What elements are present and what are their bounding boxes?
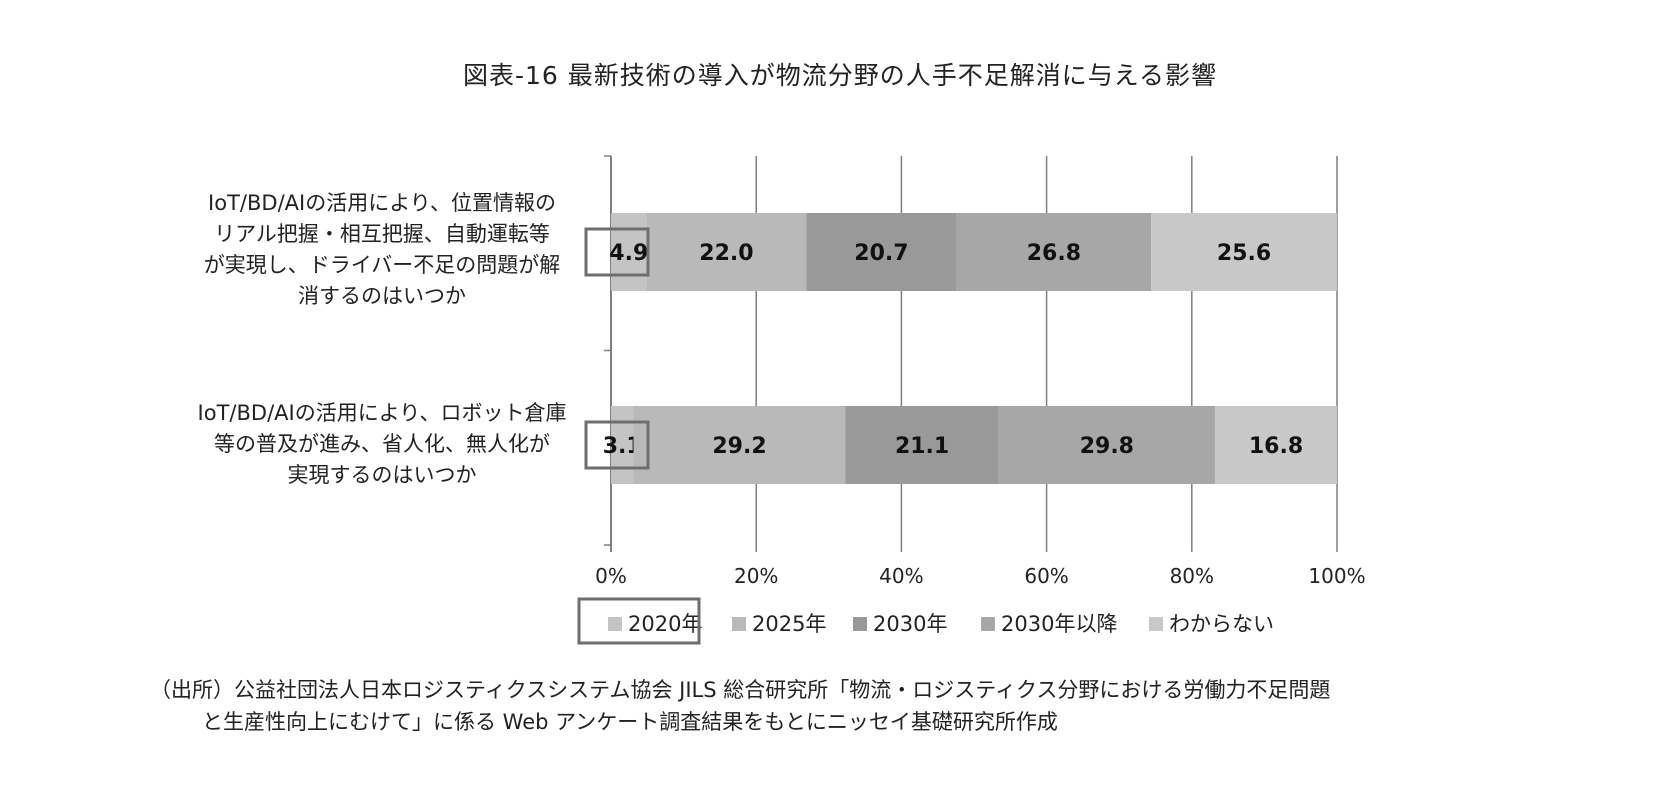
data-label: 4.9 bbox=[609, 241, 648, 266]
x-tick-label: 0% bbox=[595, 564, 627, 588]
legend-label: 2030年以降 bbox=[1001, 612, 1117, 636]
data-label: 25.6 bbox=[1217, 241, 1271, 266]
data-label: 26.8 bbox=[1027, 241, 1081, 266]
data-label: 29.2 bbox=[712, 434, 766, 459]
x-tick-label: 60% bbox=[1024, 564, 1068, 588]
bar-segment bbox=[998, 406, 1216, 484]
legend-swatch bbox=[981, 617, 995, 631]
data-label: 20.7 bbox=[854, 241, 908, 266]
highlight-box bbox=[584, 227, 650, 277]
category-label-1: IoT/BD/AIの活用により、位置情報の リアル把握・相互把握、自動運転等 が… bbox=[172, 188, 592, 312]
category-label-line: IoT/BD/AIの活用により、位置情報の bbox=[208, 191, 556, 215]
x-tick-label: 100% bbox=[1308, 564, 1365, 588]
source-note-line-1: （出所）公益社団法人日本ロジスティクスシステム協会 JILS 総合研究所「物流・… bbox=[150, 678, 1331, 702]
bar-segment bbox=[1151, 213, 1337, 291]
category-label-line: 等の普及が進み、省人化、無人化が bbox=[214, 432, 550, 456]
x-tick-label: 80% bbox=[1170, 564, 1214, 588]
x-tick-label: 40% bbox=[879, 564, 923, 588]
x-tick-label: 20% bbox=[734, 564, 778, 588]
bar-segment bbox=[611, 213, 647, 291]
data-label: 29.8 bbox=[1080, 434, 1134, 459]
highlight-box bbox=[584, 420, 650, 470]
category-label-line: 実現するのはいつか bbox=[287, 463, 477, 487]
chart-title: 図表-16 最新技術の導入が物流分野の人手不足解消に与える影響 bbox=[462, 61, 1218, 90]
legend-highlight-box bbox=[577, 597, 701, 645]
legend-swatch bbox=[1149, 617, 1163, 631]
bar-segment bbox=[806, 213, 957, 291]
bar-segment bbox=[956, 213, 1152, 291]
bar-segment bbox=[1215, 406, 1337, 484]
bar-segment bbox=[646, 213, 807, 291]
category-label-2: IoT/BD/AIの活用により、ロボット倉庫 等の普及が進み、省人化、無人化が … bbox=[172, 398, 592, 491]
legend-label: 2020年 bbox=[628, 612, 702, 636]
bar-segment bbox=[633, 406, 846, 484]
data-label: 16.8 bbox=[1249, 434, 1303, 459]
legend-label: 2030年 bbox=[873, 612, 947, 636]
category-label-line: リアル把握・相互把握、自動運転等 bbox=[214, 222, 550, 246]
bar-segment bbox=[845, 406, 999, 484]
source-note-line-2: と生産性向上にむけて」に係る Web アンケート調査結果をもとにニッセイ基礎研究… bbox=[202, 710, 1058, 734]
bar-segment bbox=[611, 406, 634, 484]
data-label: 21.1 bbox=[895, 434, 949, 459]
legend-swatch bbox=[732, 617, 746, 631]
category-label-line: が実現し、ドライバー不足の問題が解 bbox=[203, 253, 561, 277]
category-label-line: IoT/BD/AIの活用により、ロボット倉庫 bbox=[197, 401, 567, 425]
category-label-line: 消するのはいつか bbox=[298, 284, 466, 308]
legend-swatch bbox=[608, 617, 622, 631]
legend-label: わからない bbox=[1169, 612, 1274, 636]
data-label: 22.0 bbox=[699, 241, 753, 266]
source-note: （出所）公益社団法人日本ロジスティクスシステム協会 JILS 総合研究所「物流・… bbox=[150, 674, 1330, 738]
legend-label: 2025年 bbox=[752, 612, 826, 636]
legend-swatch bbox=[853, 617, 867, 631]
